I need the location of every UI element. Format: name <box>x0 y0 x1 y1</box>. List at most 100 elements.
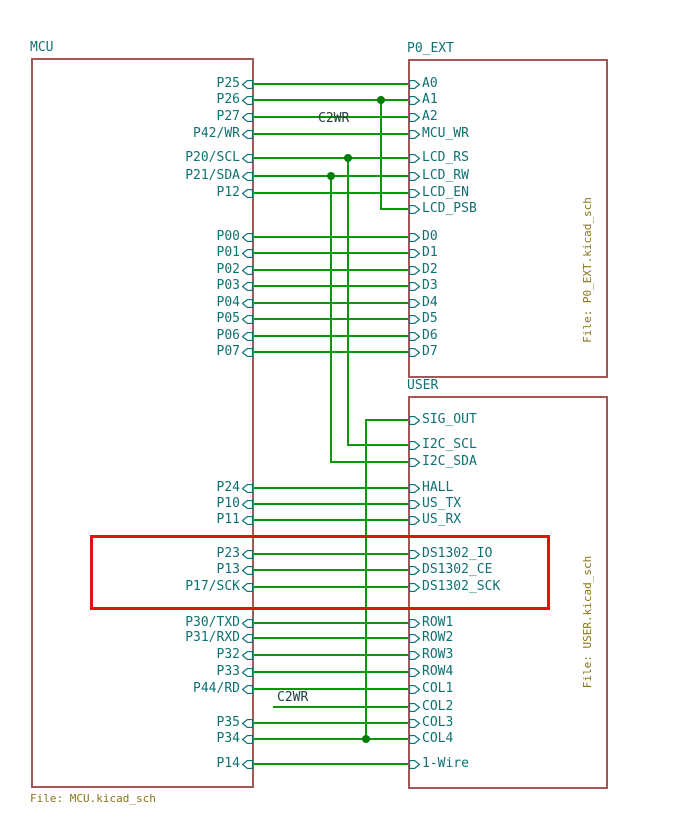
sheet-p0_ext[interactable] <box>408 59 608 378</box>
sheet-pin-user-COL4[interactable]: COL4 <box>409 731 453 747</box>
sheet-pin-p0_ext-MCU_WR[interactable]: MCU_WR <box>409 126 469 142</box>
sheet-user[interactable] <box>408 396 608 789</box>
sheet-pin-mcu-P23[interactable]: P23 <box>217 546 253 562</box>
wire-horizontal[interactable] <box>331 461 408 463</box>
sheet-pin-mcu-P20/SCL[interactable]: P20/SCL <box>185 150 253 166</box>
sheet-pin-mcu-P25[interactable]: P25 <box>217 76 253 92</box>
sheet-pin-mcu-P30/TXD[interactable]: P30/TXD <box>185 615 253 631</box>
sheet-pin-user-ROW4[interactable]: ROW4 <box>409 664 453 680</box>
wire-horizontal[interactable] <box>254 487 408 489</box>
sheet-name-mcu[interactable]: MCU <box>30 40 54 55</box>
sheet-pin-user-US_RX[interactable]: US_RX <box>409 512 461 528</box>
sheet-pin-mcu-P32[interactable]: P32 <box>217 647 253 663</box>
sheet-pin-p0_ext-D3[interactable]: D3 <box>409 278 438 294</box>
sheet-pin-mcu-P01[interactable]: P01 <box>217 245 253 261</box>
sheet-pin-mcu-P35[interactable]: P35 <box>217 715 253 731</box>
sheet-pin-user-SIG_OUT[interactable]: SIG_OUT <box>409 412 477 428</box>
wire-horizontal[interactable] <box>254 654 408 656</box>
sheet-pin-mcu-P06[interactable]: P06 <box>217 328 253 344</box>
sheet-pin-mcu-P05[interactable]: P05 <box>217 311 253 327</box>
sheet-pin-user-ROW3[interactable]: ROW3 <box>409 647 453 663</box>
wire-horizontal[interactable] <box>254 738 408 740</box>
sheet-pin-mcu-P27[interactable]: P27 <box>217 109 253 125</box>
sheet-pin-mcu-P11[interactable]: P11 <box>217 512 253 528</box>
sheet-pin-mcu-P02[interactable]: P02 <box>217 262 253 278</box>
sheet-pin-user-COL2[interactable]: COL2 <box>409 699 453 715</box>
wire-horizontal[interactable] <box>254 503 408 505</box>
sheet-pin-p0_ext-D0[interactable]: D0 <box>409 229 438 245</box>
sheet-pin-mcu-P00[interactable]: P00 <box>217 229 253 245</box>
sheet-pin-mcu-P24[interactable]: P24 <box>217 480 253 496</box>
wire-horizontal[interactable] <box>381 208 408 210</box>
sheet-pin-p0_ext-D7[interactable]: D7 <box>409 344 438 360</box>
wire-horizontal[interactable] <box>254 637 408 639</box>
wire-vertical[interactable] <box>365 419 367 740</box>
sheet-pin-mcu-P34[interactable]: P34 <box>217 731 253 747</box>
wire-horizontal[interactable] <box>254 722 408 724</box>
wire-vertical[interactable] <box>347 157 349 446</box>
wire-vertical[interactable] <box>380 99 382 210</box>
sheet-name-p0_ext[interactable]: P0_EXT <box>407 41 454 56</box>
sheet-pin-mcu-P33[interactable]: P33 <box>217 664 253 680</box>
net-label-c2wr[interactable]: C2WR <box>318 111 350 126</box>
wire-horizontal[interactable] <box>254 553 408 555</box>
sheet-pin-p0_ext-D6[interactable]: D6 <box>409 328 438 344</box>
sheet-pin-p0_ext-LCD_RS[interactable]: LCD_RS <box>409 150 469 166</box>
sheet-pin-p0_ext-D5[interactable]: D5 <box>409 311 438 327</box>
sheet-pin-user-ROW2[interactable]: ROW2 <box>409 630 453 646</box>
wire-horizontal[interactable] <box>254 586 408 588</box>
sheet-pin-p0_ext-LCD_EN[interactable]: LCD_EN <box>409 185 469 201</box>
sheet-pin-mcu-P14[interactable]: P14 <box>217 756 253 772</box>
sheet-pin-p0_ext-D2[interactable]: D2 <box>409 262 438 278</box>
sheet-pin-user-1-Wire[interactable]: 1-Wire <box>409 756 469 772</box>
sheet-pin-user-US_TX[interactable]: US_TX <box>409 496 461 512</box>
wire-horizontal[interactable] <box>254 519 408 521</box>
sheet-pin-user-ROW1[interactable]: ROW1 <box>409 615 453 631</box>
sheet-pin-mcu-P10[interactable]: P10 <box>217 496 253 512</box>
sheet-pin-p0_ext-D1[interactable]: D1 <box>409 245 438 261</box>
sheet-pin-p0_ext-LCD_RW[interactable]: LCD_RW <box>409 168 469 184</box>
sheet-pin-mcu-P31/RXD[interactable]: P31/RXD <box>185 630 253 646</box>
sheet-pin-p0_ext-A0[interactable]: A0 <box>409 76 438 92</box>
net-label-c2wr[interactable]: C2WR <box>277 690 309 705</box>
wire-horizontal[interactable] <box>254 99 408 101</box>
sheet-pin-p0_ext-A1[interactable]: A1 <box>409 92 438 108</box>
sheet-name-user[interactable]: USER <box>407 378 439 393</box>
sheet-pin-mcu-P04[interactable]: P04 <box>217 295 253 311</box>
sheet-pin-user-COL1[interactable]: COL1 <box>409 681 453 697</box>
wire-horizontal[interactable] <box>254 688 408 690</box>
wire-horizontal[interactable] <box>254 157 408 159</box>
sheet-pin-mcu-P17/SCK[interactable]: P17/SCK <box>185 579 253 595</box>
sheet-pin-user-I2C_SDA[interactable]: I2C_SDA <box>409 454 477 470</box>
sheet-pin-user-DS1302_IO[interactable]: DS1302_IO <box>409 546 492 562</box>
wire-horizontal[interactable] <box>254 133 408 135</box>
wire-horizontal[interactable] <box>348 444 408 446</box>
wire-horizontal[interactable] <box>254 116 408 118</box>
wire-horizontal[interactable] <box>254 569 408 571</box>
sheet-pin-user-HALL[interactable]: HALL <box>409 480 453 496</box>
sheet-pin-user-I2C_SCL[interactable]: I2C_SCL <box>409 437 477 453</box>
sheet-pin-p0_ext-LCD_PSB[interactable]: LCD_PSB <box>409 201 477 217</box>
sheet-pin-mcu-P13[interactable]: P13 <box>217 562 253 578</box>
sheet-pin-user-COL3[interactable]: COL3 <box>409 715 453 731</box>
sheet-pin-mcu-P26[interactable]: P26 <box>217 92 253 108</box>
sheet-pin-mcu-P12[interactable]: P12 <box>217 185 253 201</box>
sheet-pin-mcu-P07[interactable]: P07 <box>217 344 253 360</box>
wire-horizontal[interactable] <box>366 419 408 421</box>
wire-horizontal[interactable] <box>254 622 408 624</box>
sheet-pin-mcu-P21/SDA[interactable]: P21/SDA <box>185 168 253 184</box>
wire-horizontal[interactable] <box>273 706 408 708</box>
sheet-pin-mcu-P42/WR[interactable]: P42/WR <box>193 126 253 142</box>
hier-pin-arrow-left-icon <box>242 129 253 139</box>
sheet-pin-user-DS1302_SCK[interactable]: DS1302_SCK <box>409 579 500 595</box>
wire-horizontal[interactable] <box>254 763 408 765</box>
wire-horizontal[interactable] <box>254 671 408 673</box>
sheet-pin-p0_ext-D4[interactable]: D4 <box>409 295 438 311</box>
sheet-mcu[interactable] <box>31 58 254 788</box>
sheet-pin-user-DS1302_CE[interactable]: DS1302_CE <box>409 562 492 578</box>
sheet-pin-mcu-P03[interactable]: P03 <box>217 278 253 294</box>
wire-vertical[interactable] <box>330 175 332 463</box>
sheet-pin-mcu-P44/RD[interactable]: P44/RD <box>193 681 253 697</box>
wire-horizontal[interactable] <box>254 83 408 85</box>
sheet-pin-p0_ext-A2[interactable]: A2 <box>409 109 438 125</box>
